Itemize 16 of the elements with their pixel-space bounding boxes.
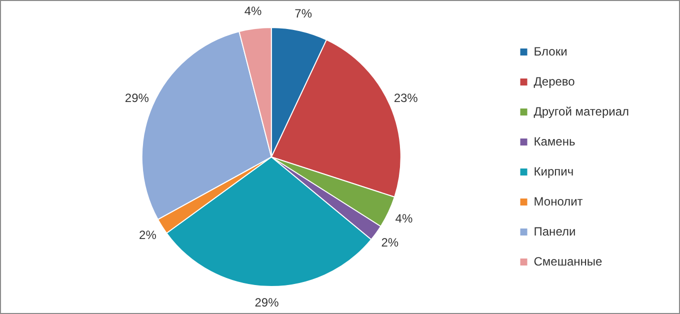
data-label: 29% xyxy=(254,296,280,310)
legend-label: Смешанные xyxy=(534,254,603,268)
legend-label: Другой материал xyxy=(534,104,630,118)
data-label: 23% xyxy=(394,91,418,106)
legend-label: Дерево xyxy=(534,74,576,88)
data-label: 4% xyxy=(244,4,262,18)
legend-label: Панели xyxy=(534,224,576,238)
legend-label: Монолит xyxy=(534,194,584,208)
data-label: 7% xyxy=(294,6,312,20)
data-label: 2% xyxy=(139,228,157,242)
data-label: 2% xyxy=(381,235,399,250)
legend-label: Блоки xyxy=(534,44,568,58)
legend-label: Камень xyxy=(534,134,576,148)
data-label: 4% xyxy=(395,212,413,226)
data-label: 29% xyxy=(124,91,150,106)
legend-label: Кирпич xyxy=(534,164,574,178)
